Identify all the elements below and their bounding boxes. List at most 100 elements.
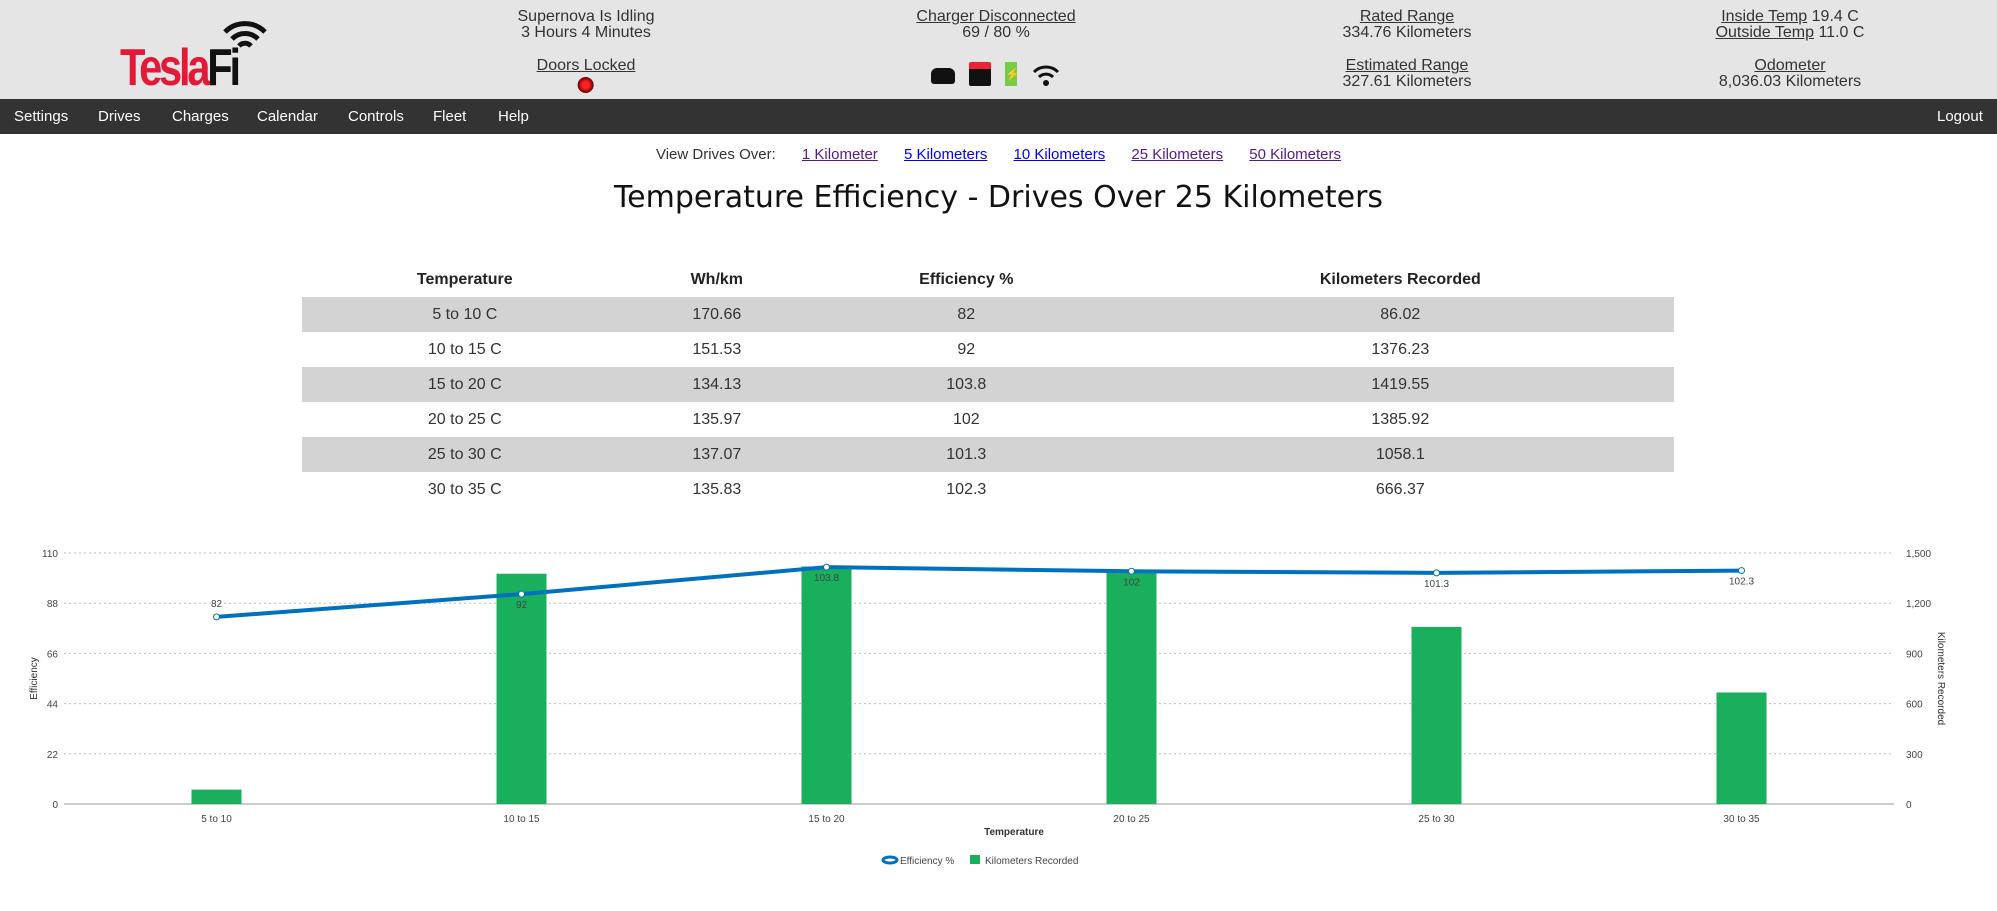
legend-line-icon [881, 855, 899, 865]
col-wh-km: Wh/km [690, 270, 744, 288]
nav-controls[interactable]: Controls [348, 108, 404, 125]
table-cell: 1376.23 [1371, 340, 1430, 358]
table-cell: 1058.1 [1126, 437, 1674, 472]
bar-km-recorded [191, 789, 242, 804]
lock-indicator-icon [578, 77, 594, 93]
y2-tick-label: 900 [1906, 649, 1923, 660]
table-cell: 1385.92 [1371, 410, 1430, 428]
bar-km-recorded [1106, 572, 1157, 804]
temperature-efficiency-chart: 0 0 22 300 44 600 66 900 88 1,200 110 1,500 82 92 103.… [29, 549, 1946, 867]
efficiency-line [216, 565, 1742, 619]
table-cell: 170.66 [627, 297, 806, 332]
efficiency-point [823, 563, 830, 571]
filter-10km[interactable]: 10 Kilometers [1013, 146, 1106, 163]
wifi-logo-icon [223, 21, 267, 48]
x-tick-label: 5 to 10 [201, 814, 232, 825]
inside-temp-label[interactable]: Inside Temp [1721, 8, 1808, 25]
col-efficiency: Efficiency % [919, 270, 1014, 288]
nav-drives[interactable]: Drives [98, 108, 141, 125]
y-tick-label: 44 [47, 700, 59, 711]
table-row: 25 to 30 C 137.07 101.3 1058.1 [302, 437, 1674, 472]
bar-km-recorded [496, 573, 547, 804]
filter-25km[interactable]: 25 Kilometers [1131, 146, 1224, 163]
doors-status[interactable]: Doors Locked [537, 58, 635, 96]
table-cell: 20 to 25 C [427, 410, 502, 428]
teslafi-logo[interactable]: TeslaFi [118, 12, 278, 97]
filter-5km[interactable]: 5 Kilometers [903, 146, 988, 163]
y2-tick-label: 1,200 [1906, 599, 1931, 610]
header: TeslaFi Supernova Is Idling 3 Hours 4 Min… [0, 0, 1997, 99]
table-row: 30 to 35 C 135.83 102.3 666.37 [302, 472, 1674, 507]
battery-charging-icon[interactable]: ⚡ [1005, 62, 1020, 86]
rated-range[interactable]: Rated Range 334.76 Kilometers [1342, 8, 1472, 41]
table-row: 15 to 20 C 134.13 103.8 1419.55 [302, 367, 1674, 402]
x-tick-label: 10 to 15 [503, 814, 540, 825]
table-row: 5 to 10 C 170.66 82 86.02 [302, 297, 1674, 332]
efficiency-point [213, 613, 220, 621]
data-label: 92 [516, 600, 528, 611]
efficiency-point [1433, 569, 1440, 577]
bar-km-recorded [1716, 692, 1767, 804]
y-tick-label: 0 [52, 800, 58, 811]
nav-calendar[interactable]: Calendar [257, 108, 318, 125]
legend-efficiency: Efficiency % [900, 856, 954, 867]
x-tick-label: 20 to 25 [1113, 814, 1150, 825]
car-icon[interactable] [931, 68, 955, 84]
filter-50km[interactable]: 50 Kilometers [1249, 146, 1342, 163]
x-tick-label: 25 to 30 [1418, 814, 1455, 825]
nav-bar: Settings Drives Charges Calendar Control… [0, 99, 1997, 134]
page-title: Temperature Efficiency - Drives Over 25 … [613, 180, 1384, 215]
table-cell: 82 [805, 297, 1127, 332]
wifi-icon[interactable] [1031, 62, 1061, 88]
outside-temp-label[interactable]: Outside Temp [1715, 24, 1815, 41]
table-cell: 137.07 [627, 437, 806, 472]
charger-status[interactable]: Charger Disconnected 69 / 80 % [916, 8, 1076, 41]
calendar-car-icon[interactable] [969, 62, 991, 86]
x-tick-label: 30 to 35 [1723, 814, 1760, 825]
x-axis-title: Temperature [984, 827, 1044, 838]
col-km-recorded: Kilometers Recorded [1319, 270, 1481, 288]
data-label: 103.8 [814, 573, 839, 584]
odometer[interactable]: Odometer 8,036.03 Kilometers [1718, 57, 1862, 90]
table-cell: 134.13 [627, 367, 806, 402]
y-tick-label: 110 [42, 549, 58, 560]
efficiency-point [518, 590, 525, 598]
estimated-range[interactable]: Estimated Range 327.61 Kilometers [1342, 57, 1472, 90]
data-label: 102 [1123, 577, 1140, 588]
table-cell: 135.97 [692, 410, 742, 428]
table-cell: 92 [957, 340, 976, 358]
nav-settings[interactable]: Settings [14, 108, 69, 125]
efficiency-table: Temperature Wh/km Efficiency % Kilometer… [302, 262, 1674, 507]
table-cell: 1419.55 [1126, 367, 1674, 402]
data-label: 102.3 [1729, 577, 1754, 588]
table-row: 20 to 25 C 135.97 102 1385.92 [302, 402, 1674, 437]
legend-km-recorded: Kilometers Recorded [985, 856, 1078, 867]
filter-1km[interactable]: 1 Kilometer [801, 146, 878, 163]
x-tick-label: 15 to 20 [808, 814, 845, 825]
table-cell: 103.8 [805, 367, 1127, 402]
y2-tick-label: 600 [1906, 700, 1923, 711]
y-axis-title: Efficiency [29, 657, 40, 700]
table-cell: 102.3 [946, 480, 987, 498]
table-cell: 25 to 30 C [302, 437, 628, 472]
y-tick-label: 66 [47, 649, 59, 660]
data-label: 82 [211, 599, 223, 610]
temperatures[interactable]: Inside Temp 19.4 C Outside Temp 11.0 C [1715, 8, 1865, 41]
y2-axis-title: Kilometers Recorded [1935, 632, 1946, 725]
table-row: 10 to 15 C 151.53 92 1376.23 [302, 332, 1674, 367]
y2-tick-label: 300 [1906, 750, 1923, 761]
table-cell: 30 to 35 C [427, 480, 502, 498]
col-temperature: Temperature [416, 270, 513, 288]
logout-button[interactable]: Logout [1937, 108, 1983, 125]
nav-help[interactable]: Help [498, 108, 529, 125]
efficiency-point [1738, 567, 1745, 575]
status-icons: ⚡ [931, 62, 1061, 88]
nav-fleet[interactable]: Fleet [433, 108, 467, 125]
y2-tick-label: 1,500 [1906, 549, 1931, 560]
table-cell: 10 to 15 C [427, 340, 502, 358]
table-cell: 666.37 [1375, 480, 1425, 498]
nav-charges[interactable]: Charges [172, 108, 229, 125]
data-label: 101.3 [1424, 579, 1449, 590]
table-cell: 86.02 [1126, 297, 1674, 332]
efficiency-point [1128, 567, 1135, 575]
